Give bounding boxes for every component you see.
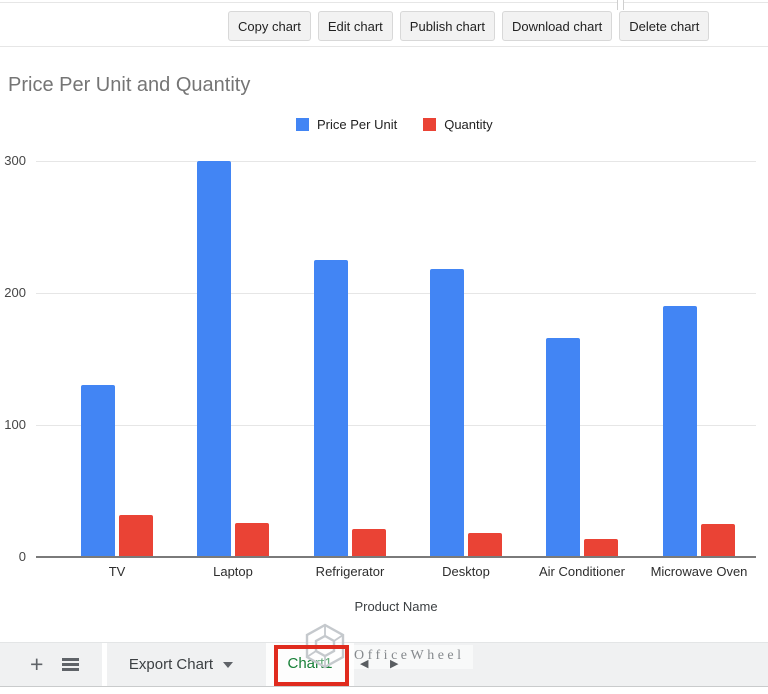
gridline: [36, 425, 756, 426]
bar-quantity-air-conditioner: [584, 539, 618, 557]
y-axis-tick-label: 300: [4, 153, 26, 168]
legend-label-quantity: Quantity: [444, 117, 493, 132]
gridline: [36, 161, 756, 162]
top-edge-notch: [617, 0, 624, 10]
copy-chart-button[interactable]: Copy chart: [228, 11, 311, 41]
x-axis-line: [36, 556, 756, 558]
chart-toolbar: Copy chart Edit chart Publish chart Down…: [228, 11, 710, 41]
legend-label-price-per-unit: Price Per Unit: [317, 117, 398, 132]
bar-quantity-refrigerator: [352, 529, 386, 557]
legend-swatch-price-per-unit: [296, 118, 309, 131]
x-axis-title: Product Name: [354, 599, 438, 614]
bar-price-per-unit-desktop: [430, 269, 464, 557]
bar-quantity-microwave-oven: [701, 524, 735, 557]
gridline: [36, 293, 756, 294]
bar-quantity-laptop: [235, 523, 269, 557]
bar-price-per-unit-tv: [81, 385, 115, 557]
toolbar-bottom-line: [0, 46, 768, 47]
bar-price-per-unit-microwave-oven: [663, 306, 697, 557]
y-axis-tick-label: 100: [4, 417, 26, 432]
chevron-down-icon[interactable]: [223, 661, 234, 668]
bar-price-per-unit-refrigerator: [314, 260, 348, 557]
chart-title: Price Per Unit and Quantity: [8, 74, 251, 96]
edit-chart-button[interactable]: Edit chart: [317, 11, 393, 41]
sheet-tab-export-chart[interactable]: Export Chart: [107, 643, 255, 686]
legend-item-price-per-unit: Price Per Unit: [296, 117, 397, 132]
tab-separator: [102, 643, 107, 686]
add-sheet-icon[interactable]: +: [30, 651, 44, 677]
x-axis-category-label: Desktop: [442, 564, 490, 579]
legend-item-quantity: Quantity: [423, 117, 493, 132]
bar-quantity-desktop: [468, 533, 502, 557]
sheet-tab-chart1[interactable]: Chart1: [287, 655, 333, 672]
watermark-text: OfficeWheel: [350, 645, 473, 669]
plot-area: 0 100 200 300 TV Laptop Refrigerator Desktop Air…: [4, 153, 756, 579]
all-sheets-menu-icon[interactable]: [62, 658, 79, 673]
y-axis-tick-label: 0: [18, 549, 26, 564]
bar-price-per-unit-air-conditioner: [546, 338, 580, 557]
x-axis-category-label: TV: [108, 564, 126, 579]
bar-price-per-unit-laptop: [197, 161, 231, 557]
chart-legend: Price Per Unit Quantity: [296, 117, 493, 132]
sheet-tab-export-chart-label: Export Chart: [128, 656, 214, 673]
publish-chart-button[interactable]: Publish chart: [399, 11, 495, 41]
legend-swatch-quantity: [423, 118, 437, 131]
x-axis-category-label: Microwave Oven: [650, 564, 748, 579]
x-axis-category-label: Laptop: [213, 564, 253, 579]
officewheel-logo-icon: [305, 623, 345, 669]
sheet-tab-chart1-background: [266, 643, 354, 686]
next-sheet-arrow-icon[interactable]: ▶: [390, 658, 399, 670]
top-border-line: [0, 2, 768, 3]
delete-chart-button[interactable]: Delete chart: [619, 11, 710, 41]
download-chart-button[interactable]: Download chart: [501, 11, 613, 41]
x-axis-category-label: Air Conditioner: [539, 564, 625, 579]
y-axis-tick-label: 200: [4, 285, 26, 300]
officewheel-watermark: OfficeWheel ◀ ▶: [302, 622, 473, 675]
bar-quantity-tv: [119, 515, 153, 557]
prev-sheet-arrow-icon[interactable]: ◀: [360, 658, 369, 670]
x-axis-category-label: Refrigerator: [315, 564, 385, 579]
